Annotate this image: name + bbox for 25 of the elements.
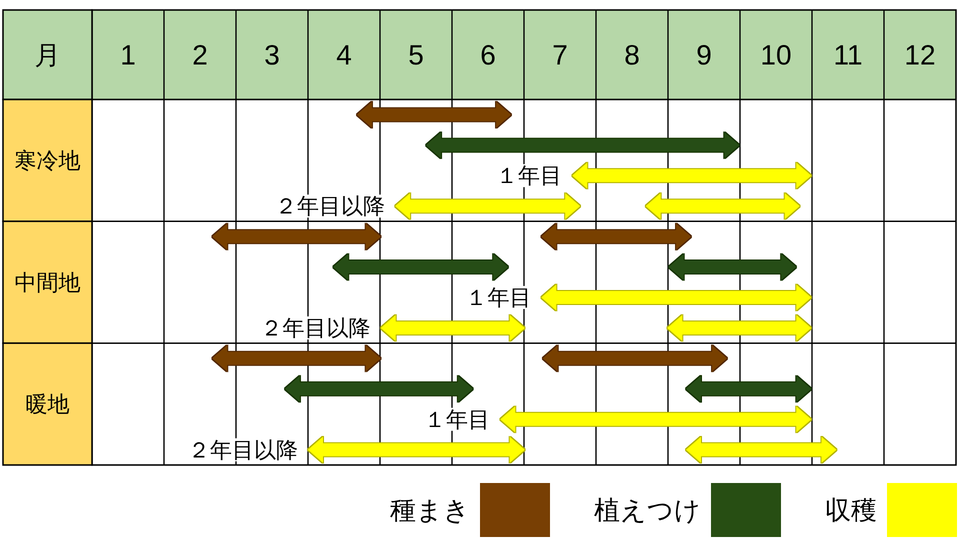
x-tick-label: 10: [760, 39, 792, 70]
x-tick-label: 4: [336, 39, 352, 70]
x-tick-label: 6: [480, 39, 496, 70]
legend-label: 植えつけ: [594, 495, 701, 525]
y-tick-label: 寒冷地: [14, 148, 80, 173]
annotation: ２年目以降: [275, 194, 386, 219]
x-tick-label: 9: [696, 39, 712, 70]
x-tick-label: 2: [192, 39, 208, 70]
annotation: ２年目以降: [260, 315, 371, 340]
x-tick-label: 12: [904, 39, 936, 70]
legend-label: 収穫: [825, 495, 877, 525]
x-tick-label: 11: [833, 39, 863, 70]
x-axis-title: 月: [34, 40, 60, 70]
annotation: １年目: [465, 284, 532, 310]
y-tick-label: 暖地: [26, 392, 70, 417]
y-tick-label: 中間地: [14, 270, 80, 295]
x-tick-label: 7: [552, 39, 568, 70]
legend-label: 種まき: [390, 495, 470, 525]
x-tick-label: 3: [264, 39, 280, 70]
x-tick-label: 8: [624, 39, 640, 70]
x-tick-label: 1: [120, 39, 136, 70]
annotation: ２年目以降: [188, 437, 298, 462]
x-tick-label: 5: [408, 39, 424, 70]
annotation: １年目: [496, 163, 562, 188]
annotation: １年目: [424, 406, 490, 432]
